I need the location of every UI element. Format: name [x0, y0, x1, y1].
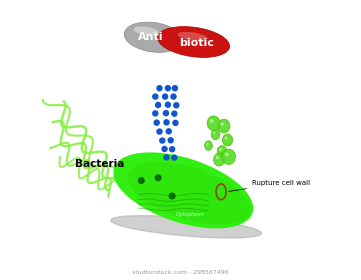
Circle shape	[155, 175, 161, 181]
Circle shape	[154, 120, 159, 125]
Ellipse shape	[207, 116, 220, 130]
Circle shape	[165, 86, 170, 91]
Circle shape	[173, 120, 178, 125]
Ellipse shape	[128, 162, 250, 225]
Text: Rupture cell wall: Rupture cell wall	[229, 180, 310, 191]
Ellipse shape	[214, 153, 225, 166]
Circle shape	[164, 155, 169, 160]
Circle shape	[139, 178, 144, 183]
Circle shape	[156, 102, 161, 108]
Ellipse shape	[158, 27, 230, 57]
Circle shape	[174, 103, 179, 108]
Text: shutterstock.com · 298567496: shutterstock.com · 298567496	[132, 270, 229, 275]
Circle shape	[160, 138, 165, 143]
Circle shape	[157, 86, 162, 91]
Ellipse shape	[206, 143, 209, 145]
Ellipse shape	[210, 119, 214, 123]
Circle shape	[164, 120, 169, 125]
Ellipse shape	[113, 152, 253, 228]
Ellipse shape	[177, 32, 207, 41]
Ellipse shape	[222, 149, 235, 165]
Text: Anti: Anti	[138, 32, 164, 43]
Text: Cytoplasm: Cytoplasm	[176, 212, 205, 217]
Circle shape	[153, 94, 158, 99]
Ellipse shape	[225, 153, 229, 157]
Ellipse shape	[218, 119, 230, 133]
Circle shape	[169, 193, 175, 199]
Ellipse shape	[205, 141, 212, 150]
Circle shape	[162, 94, 168, 99]
Ellipse shape	[219, 148, 222, 151]
Circle shape	[171, 94, 176, 99]
Ellipse shape	[134, 26, 158, 35]
Circle shape	[172, 155, 177, 160]
Ellipse shape	[213, 132, 216, 134]
Circle shape	[164, 111, 169, 116]
Circle shape	[168, 138, 173, 143]
Circle shape	[173, 86, 177, 91]
Ellipse shape	[217, 146, 227, 157]
Ellipse shape	[222, 134, 233, 146]
Circle shape	[166, 129, 171, 134]
Ellipse shape	[225, 137, 227, 140]
Ellipse shape	[111, 216, 261, 238]
Text: Bacteria: Bacteria	[75, 159, 124, 169]
Ellipse shape	[220, 122, 224, 126]
Circle shape	[157, 129, 162, 134]
Circle shape	[153, 111, 158, 116]
Ellipse shape	[124, 22, 182, 52]
Circle shape	[172, 111, 177, 116]
Circle shape	[170, 147, 175, 152]
Ellipse shape	[211, 129, 220, 140]
Circle shape	[162, 146, 167, 151]
Text: biotic: biotic	[179, 38, 214, 48]
Circle shape	[165, 102, 170, 107]
Ellipse shape	[216, 156, 219, 159]
